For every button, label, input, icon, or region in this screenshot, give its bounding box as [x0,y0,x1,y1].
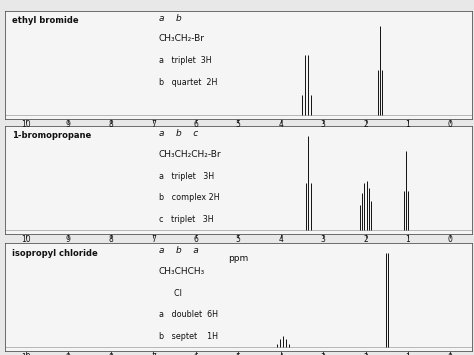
Text: 2: 2 [363,120,368,129]
Text: b   quartet  2H: b quartet 2H [159,78,217,87]
Text: 8: 8 [109,120,113,129]
Text: 6: 6 [193,120,198,129]
Text: 3: 3 [320,120,326,129]
Text: 2: 2 [363,235,368,244]
Text: b   septet    1H: b septet 1H [159,332,218,341]
Text: 10: 10 [21,235,31,244]
Text: CH₃CH₂CH₂-Br: CH₃CH₂CH₂-Br [159,150,221,159]
Text: 0: 0 [448,235,453,244]
Text: CH₃CH₂-Br: CH₃CH₂-Br [159,34,205,43]
Text: 5: 5 [236,120,241,129]
Text: 8: 8 [109,353,113,355]
Text: 1-bromopropane: 1-bromopropane [12,131,91,141]
Text: a    b    c: a b c [159,129,198,138]
Text: a    b: a b [159,14,182,23]
Text: a   doublet  6H: a doublet 6H [159,310,218,319]
Text: 1: 1 [406,120,410,129]
Text: a    b    a: a b a [159,246,199,256]
Text: 7: 7 [151,235,156,244]
Text: 10: 10 [21,353,31,355]
Text: 10: 10 [21,120,31,129]
Text: 4: 4 [278,353,283,355]
Text: ppm: ppm [228,254,248,263]
Text: 9: 9 [66,353,71,355]
Text: CH₃CHCH₃: CH₃CHCH₃ [159,267,205,276]
Text: ethyl bromide: ethyl bromide [12,16,78,25]
Text: 5: 5 [236,235,241,244]
Text: 3: 3 [320,235,326,244]
Text: 1: 1 [406,235,410,244]
Text: 6: 6 [193,353,198,355]
Text: 9: 9 [66,235,71,244]
Text: a   triplet   3H: a triplet 3H [159,171,214,180]
Text: 3: 3 [320,353,326,355]
Text: 4: 4 [278,235,283,244]
Text: a   triplet  3H: a triplet 3H [159,56,211,65]
Text: isopropyl chloride: isopropyl chloride [12,248,98,258]
Text: 4: 4 [278,120,283,129]
Text: 0: 0 [448,353,453,355]
Text: 7: 7 [151,120,156,129]
Text: b   complex 2H: b complex 2H [159,193,219,202]
Text: 8: 8 [109,235,113,244]
Text: 5: 5 [236,353,241,355]
Text: 2: 2 [363,353,368,355]
Text: 9: 9 [66,120,71,129]
Text: 0: 0 [448,120,453,129]
Text: 6: 6 [193,235,198,244]
Text: 7: 7 [151,353,156,355]
Text: Cl: Cl [159,289,182,297]
Text: c   triplet   3H: c triplet 3H [159,215,213,224]
Text: 1: 1 [406,353,410,355]
